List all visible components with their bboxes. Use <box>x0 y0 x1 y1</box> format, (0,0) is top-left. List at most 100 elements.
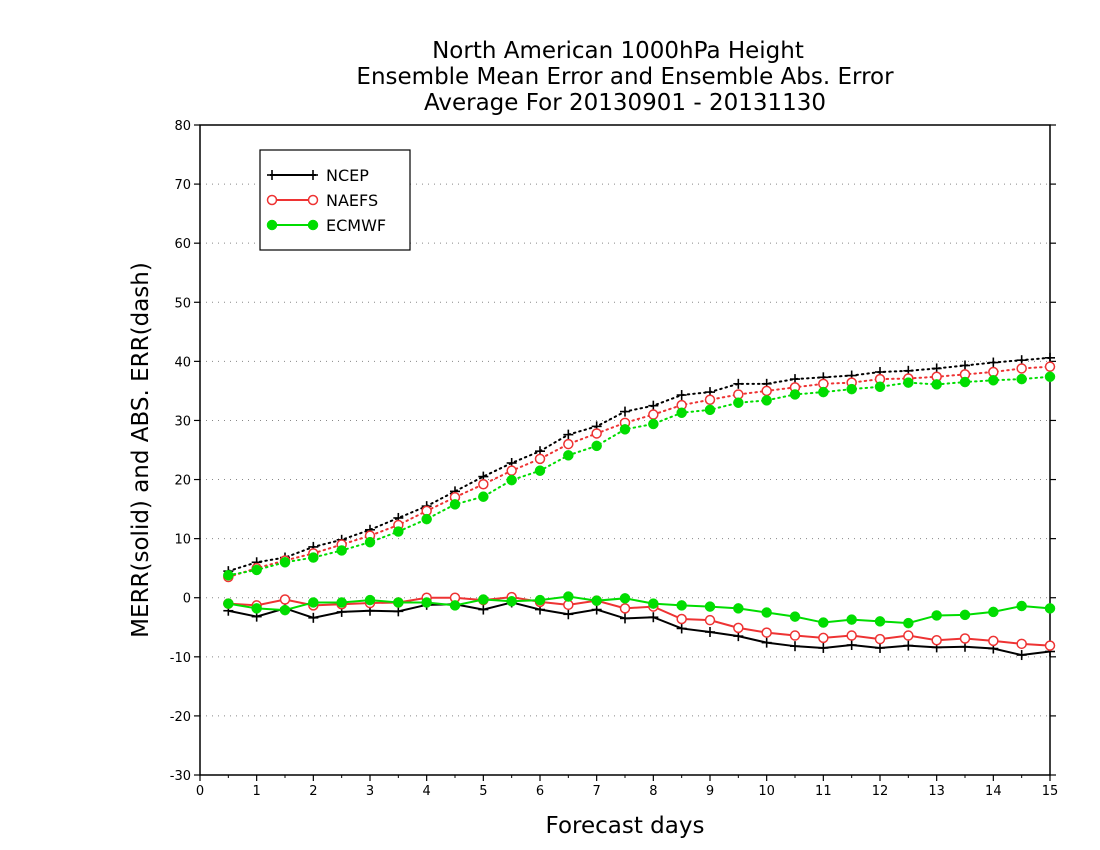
data-point-ecmwf-mean <box>903 617 914 629</box>
data-point-ecmwf-abs <box>449 499 461 510</box>
series-line-ncep-mean-error <box>228 601 1051 657</box>
data-point-ncep-mean <box>903 640 914 651</box>
data-point-ecmwf-mean <box>591 595 602 606</box>
data-point-naefs-mean <box>733 622 744 634</box>
x-tick-label: 12 <box>872 784 889 799</box>
data-point-naefs-mean <box>988 635 999 647</box>
data-point-ecmwf-mean <box>251 603 262 614</box>
series-line-naefs-mean-error <box>228 596 1051 647</box>
data-point-ecmwf-mean <box>506 596 517 607</box>
data-point-ecmwf-mean <box>421 597 432 608</box>
series-ncep <box>223 352 1055 661</box>
data-point-ecmwf-abs <box>251 564 262 576</box>
series-line-ecmwf-abs-error <box>227 375 1051 577</box>
y-tick-label: 20 <box>174 474 191 489</box>
data-point-ecmwf-mean <box>336 597 347 608</box>
y-axis-ticks: -30 -20 -10 0 10 20 30 40 50 60 70 80 <box>170 119 1056 784</box>
data-point-ecmwf-mean <box>619 593 631 604</box>
series-naefs <box>223 361 1056 651</box>
data-point-ncep-mean <box>875 642 885 653</box>
legend-marker-naefs <box>307 194 319 206</box>
x-axis-ticks: 0 1 2 3 4 5 6 7 8 9 10 11 12 13 14 15 <box>196 775 1058 799</box>
data-point-ecmwf-mean <box>1044 603 1056 614</box>
data-point-naefs-mean <box>704 614 716 626</box>
y-tick-label: 0 <box>183 592 191 607</box>
legend-marker-ncep <box>267 170 277 180</box>
y-axis-label: MERR(solid) and ABS. ERR(dash) <box>128 262 154 638</box>
data-point-naefs-mean <box>1044 640 1056 651</box>
data-point-ecmwf-mean <box>789 611 801 622</box>
y-tick-label: -20 <box>170 710 191 725</box>
legend-label-naefs: NAEFS <box>326 191 378 210</box>
data-point-ecmwf-abs <box>619 424 631 435</box>
data-point-naefs-mean <box>789 630 801 641</box>
data-point-ecmwf-mean <box>648 598 659 609</box>
data-point-ecmwf-abs <box>308 552 319 563</box>
series-line-naefs-abs-error <box>227 365 1051 579</box>
data-point-ecmwf-mean <box>1016 600 1027 612</box>
data-point-ncep-abs <box>620 406 630 417</box>
data-point-ecmwf-mean <box>223 598 234 609</box>
data-point-ncep-abs <box>648 400 659 411</box>
gridlines <box>200 183 1050 717</box>
y-tick-label: 80 <box>174 119 191 134</box>
y-tick-label: -30 <box>170 769 191 784</box>
data-point-ecmwf-abs <box>393 526 404 537</box>
legend-marker-ecmwf <box>266 219 278 231</box>
data-point-naefs-mean <box>903 630 914 641</box>
data-point-ncep-abs <box>960 360 970 371</box>
x-tick-label: 2 <box>309 784 317 799</box>
data-point-ecmwf-mean <box>818 617 829 628</box>
data-point-ecmwf-abs <box>506 474 517 486</box>
data-point-naefs-abs <box>534 453 546 465</box>
data-point-ecmwf-mean <box>308 597 319 608</box>
data-point-naefs-mean <box>931 635 942 646</box>
data-point-naefs-abs <box>648 409 659 420</box>
data-point-ncep-mean <box>478 604 489 615</box>
x-tick-label: 0 <box>196 784 204 799</box>
data-point-ecmwf-abs <box>988 375 999 386</box>
data-point-naefs-mean <box>619 603 631 614</box>
data-point-ecmwf-mean <box>478 594 489 605</box>
data-point-ecmwf-abs <box>704 404 716 416</box>
data-point-ecmwf-abs <box>818 386 829 398</box>
title-line-3: Average For 20130901 - 20131130 <box>424 90 826 116</box>
data-point-ncep-abs <box>988 357 999 368</box>
data-point-ncep-mean <box>591 604 602 615</box>
data-point-ecmwf-abs <box>1044 371 1056 382</box>
y-tick-label: 30 <box>174 414 191 429</box>
data-point-ecmwf-abs <box>421 513 432 525</box>
series-layer <box>223 352 1056 661</box>
data-point-ncep-abs <box>733 378 744 389</box>
data-point-ecmwf-abs <box>733 397 744 408</box>
data-point-ncep-mean <box>393 606 404 617</box>
data-point-ncep-abs <box>563 429 574 440</box>
x-tick-label: 1 <box>253 784 261 799</box>
data-point-ecmwf-mean <box>931 610 942 621</box>
legend-marker-ecmwf <box>307 219 319 231</box>
data-point-naefs-abs <box>478 479 489 490</box>
data-point-ncep-abs <box>676 390 687 401</box>
data-point-naefs-abs <box>591 428 602 439</box>
x-tick-label: 4 <box>423 784 431 799</box>
legend-label-ecmwf: ECMWF <box>326 216 386 235</box>
y-tick-label: 70 <box>174 178 191 193</box>
data-point-naefs-abs <box>563 438 574 450</box>
data-point-ecmwf-mean <box>676 600 687 611</box>
legend-label-ncep: NCEP <box>326 166 369 185</box>
data-point-ecmwf-abs <box>874 381 886 393</box>
data-point-ecmwf-abs <box>846 383 857 395</box>
data-point-naefs-abs <box>1016 363 1027 374</box>
data-point-ecmwf-mean <box>988 606 999 618</box>
x-tick-label: 6 <box>536 784 544 799</box>
data-point-ncep-mean <box>676 623 687 634</box>
data-point-ncep-mean <box>790 641 800 652</box>
data-point-ncep-mean <box>761 637 772 648</box>
data-point-ncep-mean <box>818 642 829 653</box>
y-tick-label: 40 <box>174 355 191 370</box>
x-tick-label: 14 <box>985 784 1002 799</box>
data-point-ecmwf-abs <box>789 389 801 400</box>
data-point-ecmwf-mean <box>733 603 744 614</box>
y-tick-label: -10 <box>170 651 191 666</box>
